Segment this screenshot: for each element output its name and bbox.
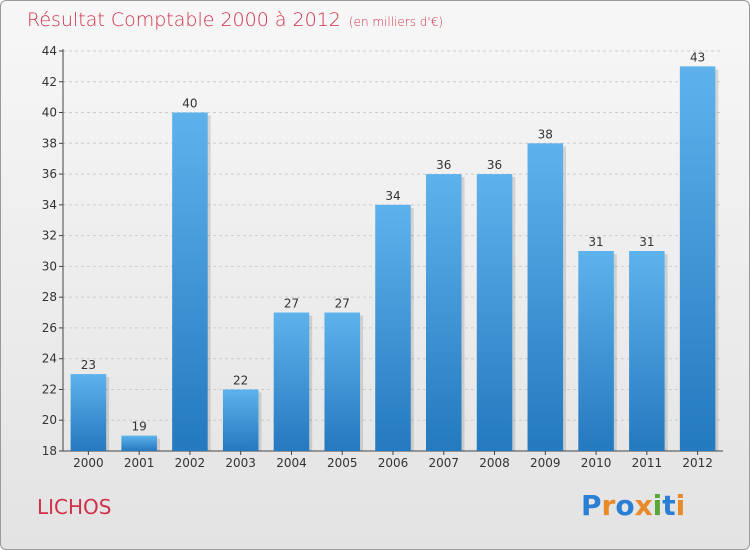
y-tick-label: 36: [42, 167, 57, 181]
logo-letter: t: [662, 489, 676, 522]
y-tick-label: 24: [42, 352, 57, 366]
x-tick-label: 2004: [276, 456, 307, 470]
bar: [578, 251, 614, 451]
bar: [375, 204, 411, 451]
bar: [324, 312, 360, 451]
bar: [121, 435, 157, 451]
chart-unit: (en milliers d'€): [348, 15, 444, 29]
x-tick-label: 2007: [428, 456, 459, 470]
bar-value-label: 31: [588, 235, 603, 249]
bars: [70, 66, 719, 452]
bar-value-label: 19: [132, 420, 147, 434]
chart-title-text: Résultat Comptable 2000 à 2012: [27, 9, 341, 31]
x-tick-label: 2003: [225, 456, 256, 470]
bar-value-label: 27: [335, 297, 350, 311]
bar-value-label: 27: [284, 297, 299, 311]
bar-value-label: 43: [690, 50, 705, 64]
x-tick-label: 2012: [682, 456, 713, 470]
bar-value-label: 38: [538, 127, 553, 141]
x-tick-label: 2008: [479, 456, 510, 470]
logo-letter: r: [601, 489, 616, 522]
bar: [273, 312, 310, 451]
x-tick-label: 2009: [530, 456, 561, 470]
x-tick-label: 2001: [124, 456, 155, 470]
y-tick-label: 30: [42, 259, 57, 273]
bar: [679, 66, 716, 451]
y-tick-label: 20: [42, 413, 57, 427]
x-tick-label: 2005: [327, 456, 358, 470]
bar: [426, 174, 462, 452]
logo-letter: x: [634, 489, 653, 522]
x-tick-label: 2002: [175, 456, 206, 470]
y-tick-label: 32: [42, 229, 57, 243]
bar: [70, 374, 107, 451]
bar-value-label: 40: [182, 97, 197, 111]
y-tick-label: 28: [42, 290, 57, 304]
y-tick-label: 40: [42, 106, 57, 120]
bar: [476, 174, 513, 452]
y-tick-label: 26: [42, 321, 57, 335]
y-tick-label: 34: [42, 198, 57, 212]
logo-letter: i: [652, 489, 663, 522]
bar-value-label: 23: [81, 358, 96, 372]
x-tick-label: 2006: [378, 456, 409, 470]
x-tick-label: 2011: [632, 456, 663, 470]
y-tick-label: 42: [42, 75, 57, 89]
logo-letter: P: [581, 489, 602, 522]
proxiti-logo[interactable]: Proxiti: [581, 489, 685, 522]
bar: [172, 112, 208, 452]
bar: [629, 251, 665, 451]
bar-value-label: 31: [639, 235, 654, 249]
chart-title: Résultat Comptable 2000 à 2012 (en millie…: [27, 9, 443, 31]
y-tick-label: 18: [42, 444, 57, 458]
bar-value-label: 34: [385, 189, 400, 203]
y-tick-label: 22: [42, 382, 57, 396]
logo-letter: o: [615, 489, 635, 522]
bar-value-label: 22: [233, 373, 248, 387]
y-tick-label: 38: [42, 136, 57, 150]
bar-value-label: 36: [436, 158, 451, 172]
bar: [527, 143, 564, 452]
bar-value-label: 36: [487, 158, 502, 172]
bar: [222, 389, 259, 451]
x-tick-label: 2000: [73, 456, 104, 470]
commune-name: LICHOS: [37, 495, 112, 519]
labels: 18 20 22 24 26 28 30 32 34 36 38 40 42 44 2000 23 2001 19…: [42, 44, 713, 470]
logo-letter: i: [675, 489, 686, 522]
x-tick-label: 2010: [581, 456, 612, 470]
y-tick-label: 44: [42, 44, 57, 58]
